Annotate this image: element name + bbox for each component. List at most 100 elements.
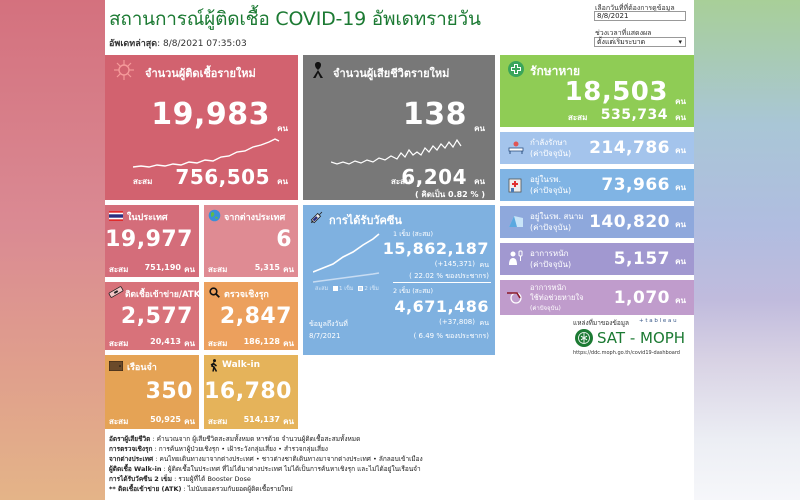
proactive-unit: คน bbox=[283, 339, 294, 348]
footnote-line: จากต่างประเทศ : คนไทยเดินทางมาจากต่างประ… bbox=[109, 454, 423, 464]
severe-value: 5,157 bbox=[613, 249, 670, 269]
footnote-term: จากต่างประเทศ bbox=[109, 455, 154, 463]
severe-sublabel: (ค่าปัจจุบัน) bbox=[530, 260, 572, 269]
deaths-trend-sparkline bbox=[331, 138, 462, 165]
dose1-value: 15,862,187 bbox=[382, 239, 489, 258]
last-updated-value: : 8/8/2021 07:35:03 bbox=[157, 39, 247, 49]
walking-person-icon bbox=[209, 359, 219, 372]
cumulative-label: สะสม bbox=[391, 177, 411, 186]
field-hospital-value: 140,820 bbox=[589, 212, 670, 232]
plus-cross-icon bbox=[508, 61, 524, 77]
field-hospital-unit: คน bbox=[675, 220, 686, 229]
test-kit-icon bbox=[108, 286, 124, 298]
footnote-line: การได้รับวัคซีน 2 เข็ม : รวมผู้ที่ได้ Bo… bbox=[109, 474, 423, 484]
proactive-testing-label: ตรวจเชิงรุก bbox=[224, 290, 269, 300]
dose2-delta: (+37,808) bbox=[439, 318, 475, 326]
patient-iv-icon bbox=[508, 250, 524, 266]
dose2-value: 4,671,486 bbox=[394, 297, 489, 316]
legend-dose2: 2 เข็ม bbox=[364, 286, 379, 292]
cumulative-deaths-unit: คน bbox=[474, 177, 485, 186]
in-hospital-unit: คน bbox=[675, 183, 686, 192]
in-hospital-label: อยู่ในรพ. bbox=[530, 175, 561, 184]
walkin-cumulative-value: 514,137 bbox=[243, 415, 280, 424]
cumulative-label: สะสม bbox=[109, 417, 129, 426]
ventilator-unit: คน bbox=[675, 296, 686, 305]
hospital-bed-icon bbox=[508, 140, 524, 156]
dose2-percent: ( 6.49 % ของประชากร) bbox=[413, 332, 489, 340]
source-org: SAT - MOPH bbox=[597, 329, 686, 347]
new-infections-value: 19,983 bbox=[151, 97, 270, 132]
range-select[interactable]: ตั้งแต่เริ่มระบาด bbox=[594, 37, 686, 47]
dose1-delta: (+145,371) bbox=[434, 260, 475, 268]
last-updated-label: อัพเดทล่าสุด bbox=[109, 39, 158, 49]
prison-door-icon bbox=[109, 361, 123, 371]
last-updated: อัพเดทล่าสุด: 8/8/2021 07:35:03 bbox=[109, 36, 247, 50]
vaccine-asof-label: ข้อมูลถึงวันที่ bbox=[309, 320, 348, 328]
hospital-building-icon bbox=[508, 177, 522, 193]
globe-icon bbox=[208, 209, 221, 222]
severe-card: อาการหนัก (ค่าปัจจุบัน) 5,157 คน bbox=[500, 243, 694, 275]
vaccine-chart-legend: สะสม 1 เข็ม 2 เข็ม bbox=[315, 285, 379, 293]
domestic-cumulative-value: 751,190 bbox=[144, 263, 181, 272]
range-select-label: ช่วงเวลาที่แสดงผล bbox=[595, 29, 652, 37]
footnote-term: อัตราผู้เสียชีวิต bbox=[109, 435, 151, 443]
footnote-text: : คำนวณจาก ผู้เสียชีวิตสะสมทั้งหมด หารด้… bbox=[150, 435, 361, 443]
vaccine-label: การได้รับวัคซีน bbox=[329, 214, 402, 227]
new-infections-label: จำนวนผู้ติดเชื้อรายใหม่ bbox=[145, 67, 256, 80]
ventilator-value: 1,070 bbox=[613, 288, 670, 308]
dashboard: สถานการณ์ผู้ติดเชื้อ COVID-19 อัพเดทรายว… bbox=[105, 0, 694, 500]
ventilator-sublabel: ใช้ท่อช่วยหายใจ bbox=[530, 293, 584, 302]
page-title: สถานการณ์ผู้ติดเชื้อ COVID-19 อัพเดทรายว… bbox=[109, 8, 481, 30]
footnote-text: : ไม่นับยอดรวมกับยอดผู้ติดเชื้อรายใหม่ bbox=[181, 485, 293, 493]
field-hospital-sublabel: (ค่าปัจจุบัน) bbox=[530, 223, 572, 232]
recovered-label: รักษาหาย bbox=[530, 64, 581, 78]
domestic-value: 19,977 bbox=[105, 227, 193, 252]
new-deaths-card: จำนวนผู้เสียชีวิตรายใหม่ 138 คน สะสม 6,2… bbox=[303, 55, 495, 200]
right-gradient-border bbox=[694, 0, 800, 500]
foreign-label: จากต่างประเทศ bbox=[224, 213, 286, 223]
syringe-icon bbox=[309, 209, 325, 225]
proactive-testing-value: 2,847 bbox=[219, 304, 292, 329]
field-hospital-label: อยู่ในรพ. สนาม bbox=[530, 212, 584, 221]
source-label: แหล่งที่มาของข้อมูล bbox=[573, 319, 629, 327]
in-hospital-card: อยู่ในรพ. (ค่าปัจจุบัน) 73,966 คน bbox=[500, 169, 694, 201]
date-picker-input[interactable]: 8/8/2021 bbox=[594, 11, 686, 21]
cumulative-label: สะสม bbox=[109, 265, 129, 274]
footnote-text: : รวมผู้ที่ได้ Booster Dose bbox=[172, 475, 251, 483]
domestic-label: ในประเทศ bbox=[127, 213, 168, 223]
moph-logo-icon bbox=[575, 329, 593, 347]
source-url[interactable]: https://ddc.moph.go.th/covid19-dashboard bbox=[573, 350, 680, 356]
vaccine-card: การได้รับวัคซีน สะสม 1 เข็ม 2 เข็ม 1 เข็… bbox=[303, 205, 495, 355]
ventilator-icon bbox=[506, 289, 524, 305]
prison-cumulative-value: 50,925 bbox=[150, 415, 181, 424]
in-hospital-value: 73,966 bbox=[601, 175, 670, 195]
footnote-line: อัตราผู้เสียชีวิต : คำนวณจาก ผู้เสียชีวิ… bbox=[109, 434, 423, 444]
dose1-percent: ( 22.02 % ของประชากร) bbox=[409, 272, 489, 280]
new-deaths-unit: คน bbox=[474, 124, 485, 133]
under-treatment-unit: คน bbox=[675, 146, 686, 155]
recovered-value: 18,503 bbox=[564, 77, 668, 107]
thai-flag-icon bbox=[109, 211, 123, 221]
dose1-unit: คน bbox=[479, 261, 489, 269]
cumulative-label: สะสม bbox=[568, 113, 588, 122]
legend-dose1-swatch bbox=[333, 286, 339, 291]
footnote-text: : คนไทยเดินทางมาจากต่างประเทศ • ชาวต่างช… bbox=[153, 455, 423, 463]
cumulative-recovered-value: 535,734 bbox=[600, 107, 668, 123]
proactive-testing-card: ตรวจเชิงรุก 2,847 สะสม 186,128 คน bbox=[204, 282, 298, 350]
new-deaths-label: จำนวนผู้เสียชีวิตรายใหม่ bbox=[333, 67, 450, 80]
footnotes: อัตราผู้เสียชีวิต : คำนวณจาก ผู้เสียชีวิ… bbox=[109, 434, 423, 494]
atk-card: ติดเชื้อเข้าข่าย/ATK 2,577 สะสม 20,413 ค… bbox=[105, 282, 199, 350]
prison-unit: คน bbox=[184, 417, 195, 426]
under-treatment-label: กำลังรักษา bbox=[530, 138, 568, 147]
atk-value: 2,577 bbox=[120, 304, 193, 329]
death-rate: ( คิดเป็น 0.82 % ) bbox=[414, 190, 485, 199]
footnote-term: การตรวจเชิงรุก bbox=[109, 445, 153, 453]
dose2-label: 2 เข็ม (สะสม) bbox=[393, 287, 433, 295]
domestic-card: ในประเทศ 19,977 สะสม 751,190 คน bbox=[105, 205, 199, 277]
new-deaths-value: 138 bbox=[402, 97, 467, 132]
footnote-line: ผู้ติดเชื้อ Walk-in : ผู้ติดเชื้อในประเท… bbox=[109, 464, 423, 474]
prison-label: เรือนจำ bbox=[127, 363, 157, 373]
cumulative-infections-value: 756,505 bbox=[175, 165, 270, 189]
dose2-unit: คน bbox=[479, 319, 489, 327]
black-ribbon-icon bbox=[311, 61, 325, 79]
